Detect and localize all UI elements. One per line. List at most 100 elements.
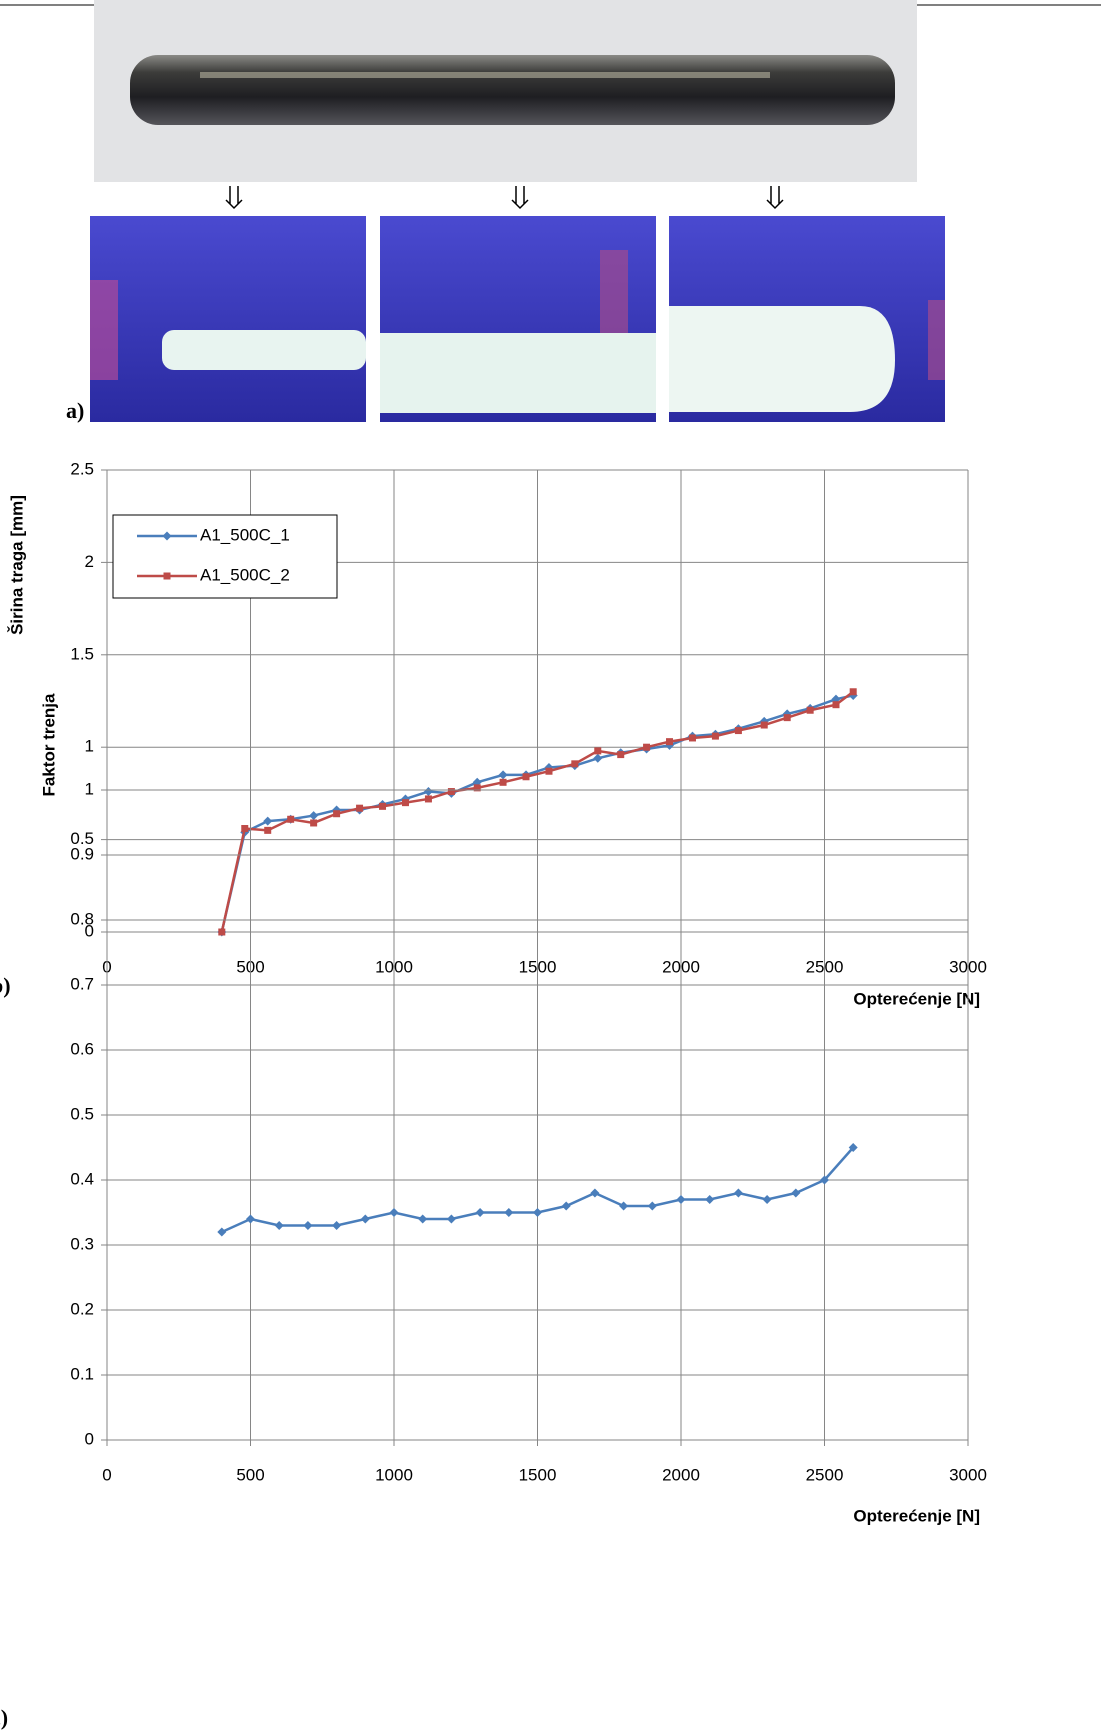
x-tick-label: 2500 [806,1465,844,1484]
marker [418,1214,428,1224]
marker [218,928,226,936]
y-tick-label: 0.5 [70,829,94,848]
marker [734,727,742,735]
panel-label: c) [0,1705,8,1730]
marker [310,819,318,827]
y-tick-label: 1 [85,779,94,798]
marker [666,738,674,746]
marker [711,732,719,740]
y-tick-label: 2.5 [70,459,94,478]
marker [820,1175,829,1185]
marker [303,1221,313,1230]
marker [561,1201,571,1211]
marker [263,816,273,826]
marker [832,701,840,709]
marker [593,753,603,763]
wear-track [380,333,656,413]
marker [619,1201,629,1211]
micrograph-mark [90,280,118,380]
marker [446,1214,456,1224]
y-tick-label: 0 [85,921,94,940]
series-line [220,694,854,933]
x-tick-label: 1500 [519,1465,557,1484]
y-tick-label: 0.9 [70,844,94,863]
marker [333,810,341,818]
marker [499,778,507,786]
marker [762,1195,772,1204]
marker [264,826,272,834]
x-tick-label: 2000 [662,1465,700,1484]
x-tick-label: 500 [236,1465,264,1484]
micrograph-mark [600,250,628,335]
x-tick-label: 3000 [949,1465,987,1484]
wear-track [162,330,366,370]
x-tick-label: 1000 [375,1465,413,1484]
x-tick-label: 0 [102,1465,111,1484]
marker [571,760,579,768]
marker [287,815,295,823]
y-axis-title: Širina traga [mm] [7,495,26,635]
wear-track [669,306,895,412]
legend-marker [162,531,172,541]
y-tick-label: 1.5 [70,644,94,663]
rod-highlight [200,72,770,78]
marker [733,1188,743,1198]
marker [217,1227,227,1237]
marker [447,788,455,796]
legend-label: A1_500C_2 [200,565,290,584]
series-line [220,690,854,933]
marker [246,1214,255,1224]
marker [783,714,791,722]
marker [423,787,433,797]
marker [849,688,857,696]
marker [806,706,814,714]
marker [309,811,319,821]
marker [848,1143,858,1152]
marker [274,1221,284,1230]
y-tick-label: 0.8 [70,909,94,928]
marker [522,773,530,781]
marker [643,743,651,751]
panel-label: b) [0,973,11,998]
marker [705,1195,715,1204]
marker [356,804,364,812]
micrograph [90,216,366,422]
marker [590,1188,600,1198]
marker [379,802,387,810]
marker [424,795,432,803]
marker [241,825,249,833]
panel-label: a) [66,398,84,423]
arrows [225,186,784,210]
marker [617,751,625,759]
marker [332,1221,342,1230]
y-tick-label: 0.5 [70,1104,94,1123]
y-tick-label: 0.6 [70,1039,94,1058]
x-axis-title: Opterećenje [N] [853,989,980,1008]
y-tick-label: 0.1 [70,1364,94,1383]
y-tick-label: 0.3 [70,1234,94,1253]
marker [688,734,696,742]
marker [389,1208,399,1217]
y-tick-label: 0.2 [70,1299,94,1318]
legend-label: A1_500C_1 [200,525,290,544]
marker [647,1201,657,1211]
marker [498,770,508,780]
marker [401,799,409,807]
y-tick-label: 0 [85,1429,94,1448]
y-tick-label: 2 [85,552,94,571]
x-axis-title: Opterećenje [N] [853,1506,980,1525]
marker [504,1208,514,1217]
marker [760,721,768,729]
marker [533,1208,542,1217]
marker [594,747,602,755]
rod [130,55,895,125]
marker [473,784,481,792]
y-axis-title: Faktor trenja [39,693,58,797]
marker [791,1188,801,1198]
marker [475,1208,485,1217]
marker [545,767,553,775]
legend [112,514,338,599]
marker [360,1214,370,1224]
marker [676,1195,686,1204]
micrograph-mark [928,300,945,380]
